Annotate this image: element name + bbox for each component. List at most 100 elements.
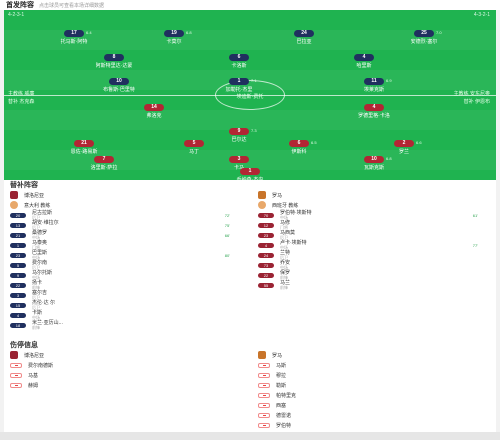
pitch-player[interactable]: 2 罗兰 6.6	[364, 140, 444, 155]
lineup-header: 首发阵容 点击球员可查看本场详细数据	[0, 0, 500, 10]
pitch-player[interactable]: 24 巴拉亚	[264, 30, 344, 45]
bench-row[interactable]: 13 胡安·维拉尔 后卫 75'	[10, 220, 250, 230]
bench-player-name: 乔安	[280, 260, 291, 266]
bench-row[interactable]: 55 马兰 前锋	[258, 280, 498, 290]
away-formation: 4-3-2-1	[473, 12, 490, 18]
bench-player-position: 门将	[32, 245, 40, 250]
away-coach: 主教练 安东尼奥	[453, 91, 490, 97]
pitch-player[interactable]: 1 乔纳森·杰内	[210, 168, 290, 180]
bench-row[interactable]: 5 费尔南 后卫	[10, 260, 250, 270]
injured-player-name: 马基	[28, 372, 39, 379]
injury-row[interactable]: 费尔南德斯	[10, 360, 250, 370]
bench-row[interactable]: 73 乔安 中场	[258, 260, 498, 270]
pitch-player[interactable]: 4 罗德里格·卡洛	[334, 104, 414, 119]
away-coach-name: 西班牙 教练	[272, 202, 299, 209]
coach-avatar	[258, 201, 266, 209]
injury-row[interactable]: 马斯	[258, 360, 498, 370]
player-name: 乔纳森·杰内	[236, 177, 264, 180]
bench-player-position: 前锋	[280, 285, 288, 290]
injured-player-name: 帕特里克	[276, 392, 297, 399]
bench-player-name: 卢卡·埃斯特	[280, 240, 307, 246]
jersey-number: 2	[394, 140, 414, 147]
pitch-player[interactable]: 6 卡洛斯	[199, 54, 279, 69]
bench-row[interactable]: 4 卢卡·埃斯特 中场 77'	[258, 240, 498, 250]
home-injury-list: 费尔南德斯马基 赫姆	[10, 360, 250, 390]
pitch-player[interactable]: 19 卡莫尔 6.8	[134, 30, 214, 45]
jersey-number: 21	[74, 140, 94, 147]
bench-player-position: 中场	[280, 215, 288, 220]
pitch-player[interactable]: 10 布鲁斯·巴里特	[79, 78, 159, 93]
pitch-player[interactable]: 25 安德烈·塞尔 7.0	[384, 30, 464, 45]
bench-section: 替补阵容 博洛尼亚 意大利 教练 20 尼古拉斯 后卫 72' 13 胡安·维拉尔 后卫 75…	[4, 180, 496, 340]
bench-player-position: 后卫	[280, 255, 288, 260]
sub-minute: 80'	[224, 252, 230, 258]
bench-row[interactable]: 4 卡斯 中场	[10, 310, 250, 320]
player-name: 巴尔达	[231, 137, 247, 143]
injury-row[interactable]: 罗伯特	[258, 420, 498, 430]
pitch-player[interactable]: 11 埃莱克斯 6.9	[334, 78, 414, 93]
bench-row[interactable]: 1 马泰奥 门将	[10, 240, 250, 250]
pitch-player[interactable]: 1 加勒托·杰里 7.1	[199, 78, 279, 93]
injured-player-name: 德雷诺	[276, 412, 292, 419]
injured-player-name: 罗伯特	[276, 422, 292, 429]
bench-row[interactable]: 70 罗伯特·埃斯特 中场 61'	[258, 210, 498, 220]
bench-player-name: 马兰	[280, 280, 291, 286]
bench-row[interactable]: 23 马西莫 后卫	[258, 230, 498, 240]
jersey-number: 11	[364, 78, 384, 85]
pitch-player[interactable]: 10 瓦斯克斯 6.8	[334, 156, 414, 171]
bench-row[interactable]: 9 马尔托斯 中场	[10, 270, 250, 280]
jersey-number: 4	[354, 54, 374, 61]
home-coach: 主教练 威廉	[8, 91, 35, 97]
sub-minute: 66'	[224, 232, 230, 238]
pitch-stripe	[4, 150, 496, 170]
player-name: 卡马	[233, 165, 244, 171]
pitch-player[interactable]: 5 马丁	[154, 140, 234, 155]
bench-player-position: 后卫	[280, 235, 288, 240]
bench-row[interactable]: 3 塞尔吉 后卫	[10, 290, 250, 300]
bench-number: 5	[10, 262, 26, 268]
injury-row[interactable]: 勒斯	[258, 380, 498, 390]
injury-row[interactable]: 赫姆	[10, 380, 250, 390]
pitch-player[interactable]: 4 哈里斯	[324, 54, 404, 69]
player-rating: 6.8	[186, 30, 192, 35]
player-name: 安德烈·塞尔	[410, 39, 438, 45]
jersey-number: 4	[364, 104, 384, 111]
injury-row[interactable]: 西塞	[258, 400, 498, 410]
bench-player-name: 兰特	[280, 250, 291, 256]
bench-row[interactable]: 21 桑德罗 中场 66'	[10, 230, 250, 240]
home-team-name: 博洛尼亚	[24, 192, 45, 199]
pitch-player[interactable]: 6 伊斯科 6.5	[259, 140, 339, 155]
bench-player-position: 中场	[280, 245, 288, 250]
bench-player-position: 中场	[32, 255, 40, 260]
pitch-player[interactable]: 3 卡马	[199, 156, 279, 171]
injury-row[interactable]: 穆拉	[258, 370, 498, 380]
player-rating: 6.9	[386, 78, 392, 83]
bench-row[interactable]: 22 保罗 前锋	[258, 270, 498, 280]
player-name: 恩佐·路易斯	[70, 149, 98, 155]
bench-number: 20	[10, 212, 26, 218]
pitch-player[interactable]: 8 阿斯特里达·达蒙	[74, 54, 154, 69]
injury-row[interactable]: 马基	[10, 370, 250, 380]
bench-player-name: 扬卡	[32, 280, 43, 286]
pitch-player[interactable]: 7 洛里斯·萨拉	[64, 156, 144, 171]
jersey-number: 7	[94, 156, 114, 163]
bench-row[interactable]: 24 兰特 后卫	[258, 250, 498, 260]
pitch-player[interactable]: 9 巴尔达 7.3	[199, 128, 279, 143]
pitch-player[interactable]: 21 恩佐·路易斯	[44, 140, 124, 155]
bench-row[interactable]: 22 扬卡 前锋	[10, 280, 250, 290]
away-injury-team: 罗马	[272, 352, 283, 359]
bench-row[interactable]: 12 马修 门将	[258, 220, 498, 230]
bench-row[interactable]: 15 杰伦·达 尔后卫	[10, 300, 250, 310]
bench-row[interactable]: 20 尼古拉斯 后卫 72'	[10, 210, 250, 220]
player-name: 阿斯特里达·达蒙	[95, 63, 133, 69]
bench-row[interactable]: 23 巴里斯 中场 80'	[10, 250, 250, 260]
bench-player-name: 塞尔吉	[32, 290, 48, 296]
bench-number: 9	[10, 272, 26, 278]
pitch-player[interactable]: 17 托马斯·阿特 6.4	[34, 30, 114, 45]
bench-number: 21	[10, 232, 26, 238]
bench-row[interactable]: 18 米兰·亚历山... 前锋	[10, 320, 250, 330]
bench-number: 13	[10, 222, 26, 228]
injury-row[interactable]: 帕特里克	[258, 390, 498, 400]
pitch-player[interactable]: 14 弗洛克	[114, 104, 194, 119]
injury-row[interactable]: 德雷诺	[258, 410, 498, 420]
